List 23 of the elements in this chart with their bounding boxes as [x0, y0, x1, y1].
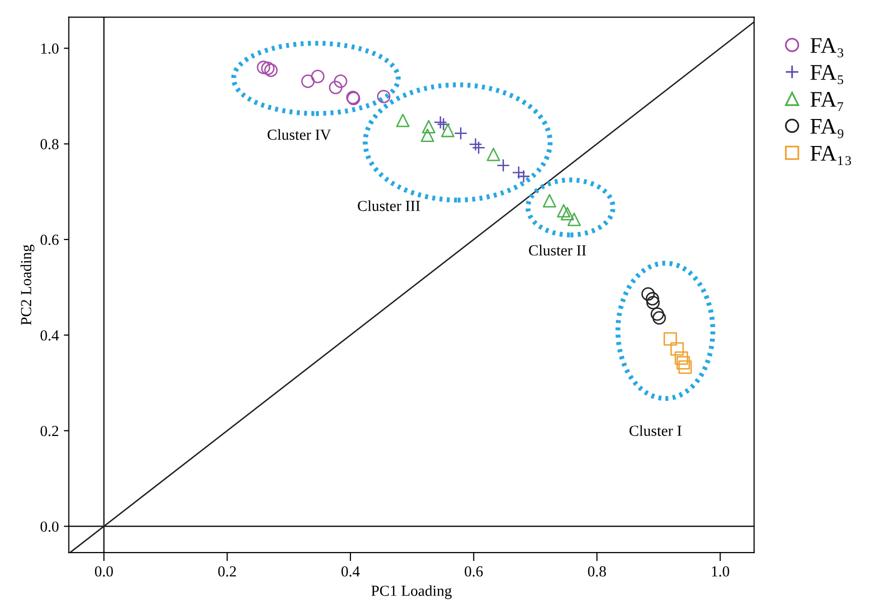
y-tick-label: 0.6: [40, 234, 59, 245]
y-axis-title: PC2 Loading: [20, 244, 34, 325]
annotation: Cluster II: [528, 244, 586, 256]
annotation: Cluster IV: [268, 129, 331, 140]
annotation: Cluster III: [358, 200, 420, 212]
x-tick-label: 1.0: [712, 566, 730, 577]
legend-label: FA₉: [810, 118, 844, 138]
annotation: Cluster I: [630, 425, 682, 436]
y-tick-label: 0.2: [40, 426, 58, 436]
y-tick-label: 0.0: [40, 521, 58, 532]
x-tick-label: 0.6: [464, 566, 483, 577]
legend-label: FA₅: [810, 65, 844, 84]
x-tick-label: 0.2: [218, 566, 236, 577]
legend-label: FA₇: [810, 92, 844, 112]
legend-label: FA₃: [810, 38, 844, 58]
x-tick-label: 0.4: [341, 566, 360, 577]
y-tick-label: 0.4: [40, 330, 59, 341]
y-tick-label: 1.0: [41, 43, 58, 54]
legend-label: FA₁₃: [810, 146, 851, 166]
x-tick-label: 0.8: [588, 566, 606, 577]
x-tick-label: 0.0: [94, 566, 113, 577]
y-tick-label: 0.8: [40, 139, 58, 150]
x-axis-title: PC1 Loading: [371, 585, 452, 600]
